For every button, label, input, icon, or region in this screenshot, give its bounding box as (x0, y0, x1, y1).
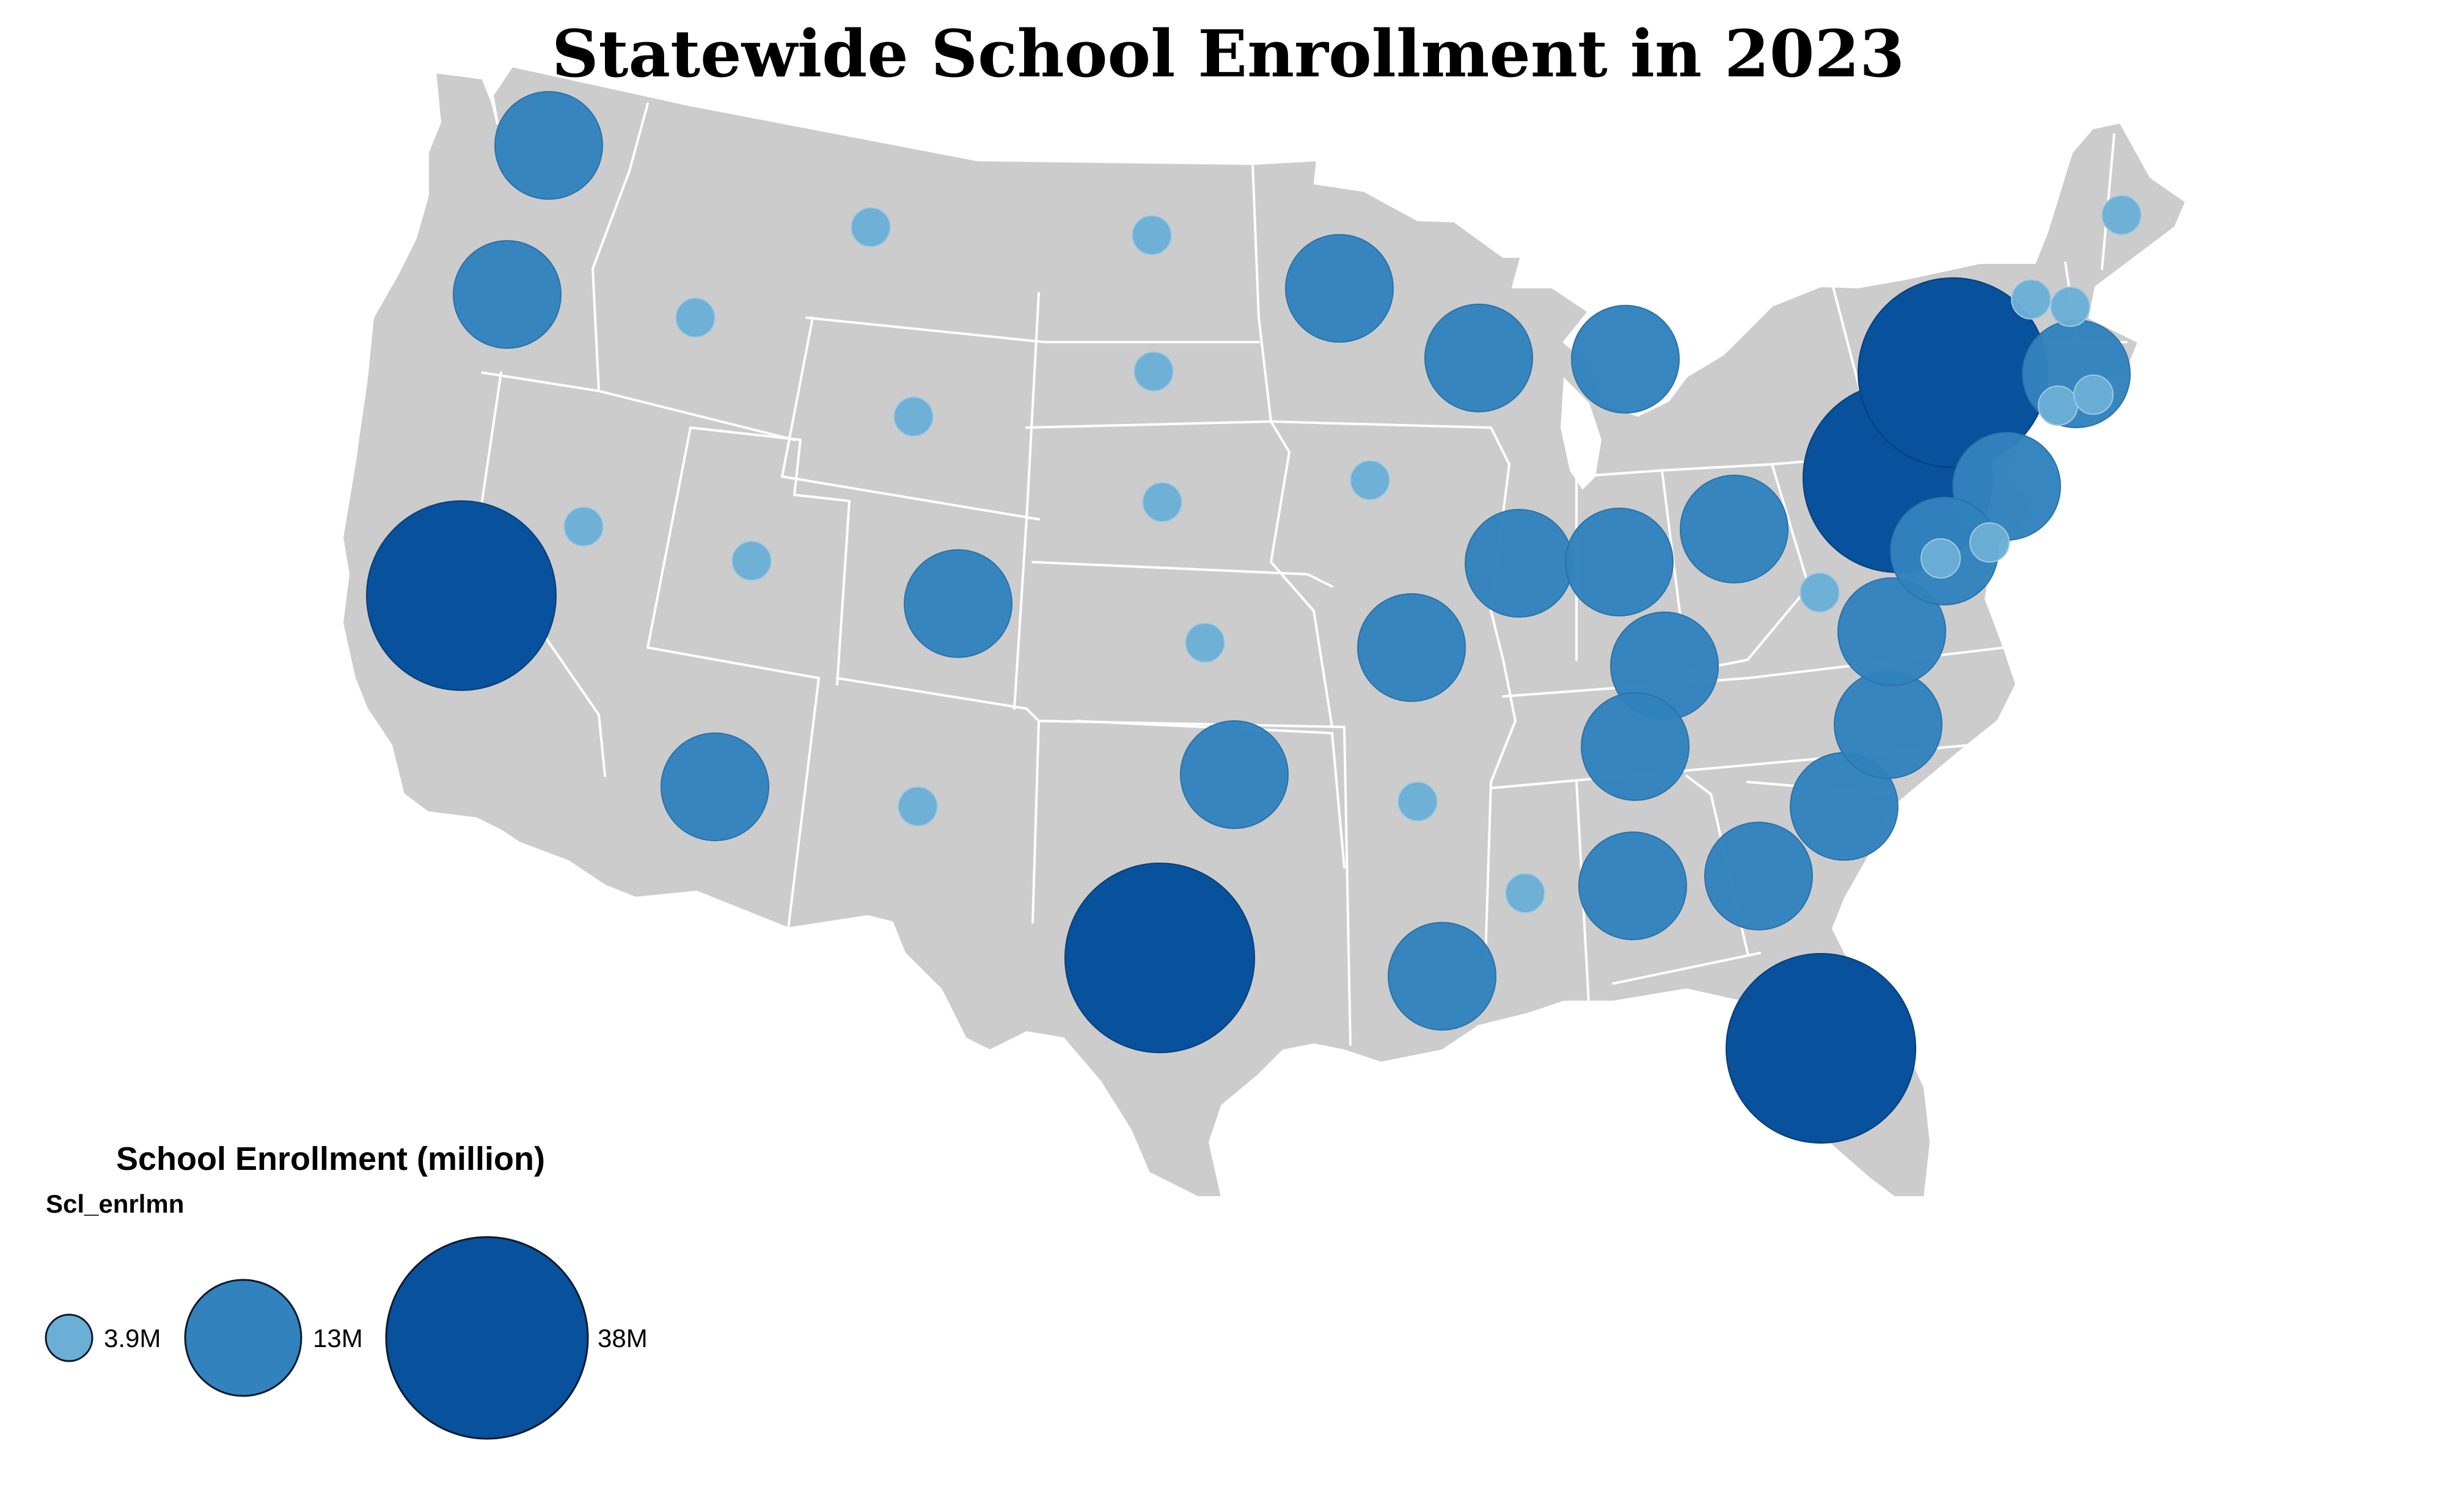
state-circle-wyoming (893, 396, 934, 437)
legend-field-name: Scl_enrlmn (46, 1189, 184, 1218)
state-circle-louisiana (1388, 922, 1496, 1031)
state-circle-wisconsin (1424, 304, 1533, 412)
state-circle-iowa (1350, 460, 1390, 500)
state-circle-oregon (453, 240, 562, 349)
state-circle-kansas (1185, 623, 1225, 663)
state-circle-nebraska (1142, 482, 1182, 522)
legend: School Enrollment (million) Scl_enrlmn 3… (45, 1141, 648, 1440)
state-circle-district-of-columbia (1921, 538, 1961, 579)
state-circle-missouri (1357, 593, 1466, 702)
state-circle-montana (851, 207, 891, 247)
state-circle-south-dakota (1133, 351, 1174, 392)
legend-label-large: 38M (598, 1324, 648, 1353)
legend-label-medium: 13M (313, 1324, 363, 1353)
state-circle-minnesota (1285, 234, 1394, 343)
map-title: Statewide School Enrollment in 2023 (552, 15, 1905, 92)
state-circle-texas (1064, 863, 1255, 1053)
state-circle-rhode-island (2073, 374, 2114, 415)
state-circle-tennessee (1581, 692, 1690, 801)
state-circle-mississippi (1505, 873, 1545, 913)
state-circle-virginia (1837, 577, 1946, 686)
state-circle-ohio (1680, 475, 1789, 583)
state-circle-north-dakota (1132, 215, 1172, 255)
legend-symbol-medium (184, 1279, 302, 1397)
state-circle-washington (494, 91, 603, 200)
state-circle-north-carolina (1834, 670, 1943, 779)
state-circle-colorado (904, 549, 1012, 658)
state-circle-indiana (1565, 508, 1674, 616)
state-circle-georgia (1704, 822, 1813, 930)
legend-symbol-large (385, 1236, 589, 1440)
legend-items: 3.9M 13M 38M (45, 1236, 648, 1440)
state-circle-utah (731, 541, 772, 581)
legend-symbol-small (45, 1313, 93, 1362)
state-circle-florida (1726, 953, 1916, 1144)
state-circle-new-hampshire (2050, 287, 2090, 327)
state-circle-california (366, 500, 557, 691)
state-circle-maine (2101, 195, 2142, 235)
state-circle-arkansas (1397, 781, 1438, 822)
state-circle-alabama (1578, 831, 1687, 940)
state-circle-idaho (675, 298, 716, 338)
state-circle-delaware (1969, 522, 2010, 563)
legend-title: School Enrollment (million) (116, 1141, 545, 1177)
legend-label-small: 3.9M (104, 1324, 161, 1353)
state-circle-west-virginia (1800, 572, 1840, 613)
state-circle-vermont (2011, 279, 2051, 320)
state-enrollment-circles (366, 91, 2142, 1144)
state-circle-arizona (661, 732, 769, 841)
state-circle-oklahoma (1180, 720, 1289, 829)
state-circle-nevada (563, 506, 604, 547)
lake-michigan (1560, 377, 1602, 490)
state-circle-connecticut (2038, 385, 2078, 426)
state-circle-new-mexico (898, 786, 938, 827)
state-circle-illinois (1465, 509, 1573, 618)
state-circle-michigan (1571, 305, 1680, 414)
